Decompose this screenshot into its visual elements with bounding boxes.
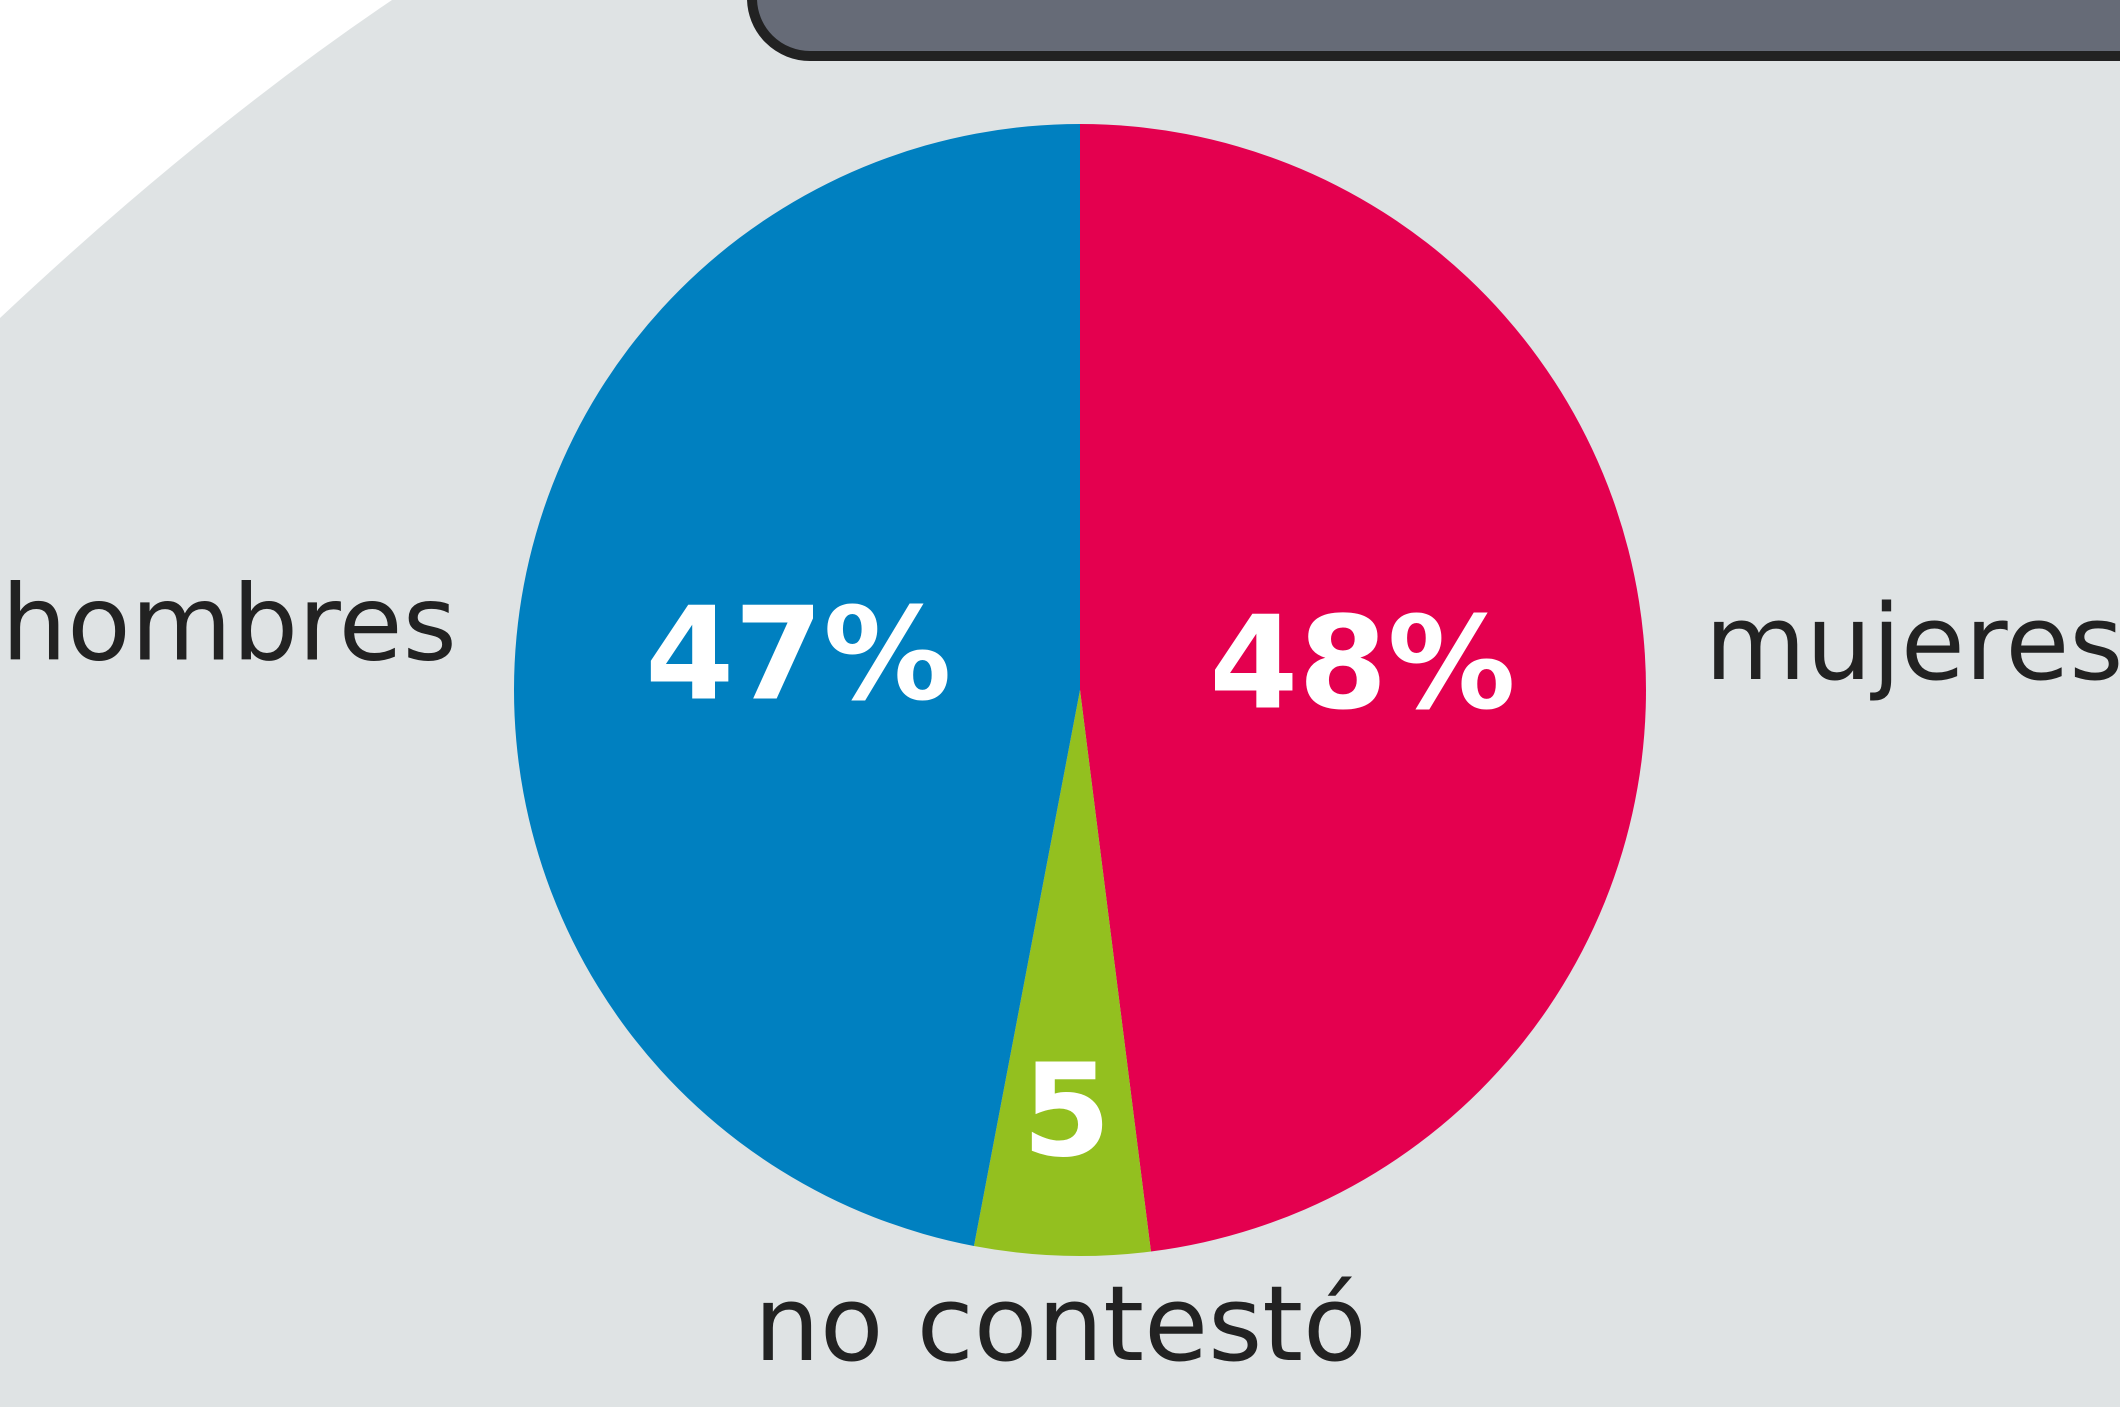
pie-slice: [1080, 124, 1647, 1252]
pie: [513, 123, 1647, 1256]
category-label: hombres: [1, 562, 457, 684]
pie-slice: [973, 690, 1151, 1256]
pie-slice: [513, 123, 1080, 1246]
value-label: 5: [1022, 1037, 1111, 1186]
category-label: no contestó: [754, 1263, 1367, 1385]
value-label: 47%: [645, 581, 951, 730]
value-label: 48%: [1209, 589, 1515, 738]
header-bar: [747, 0, 2120, 61]
white-corner: [0, 0, 392, 318]
category-label: mujeres: [1705, 582, 2120, 704]
labels: 48% mujeres 5 no contestó 47% hombres: [1, 562, 2120, 1385]
